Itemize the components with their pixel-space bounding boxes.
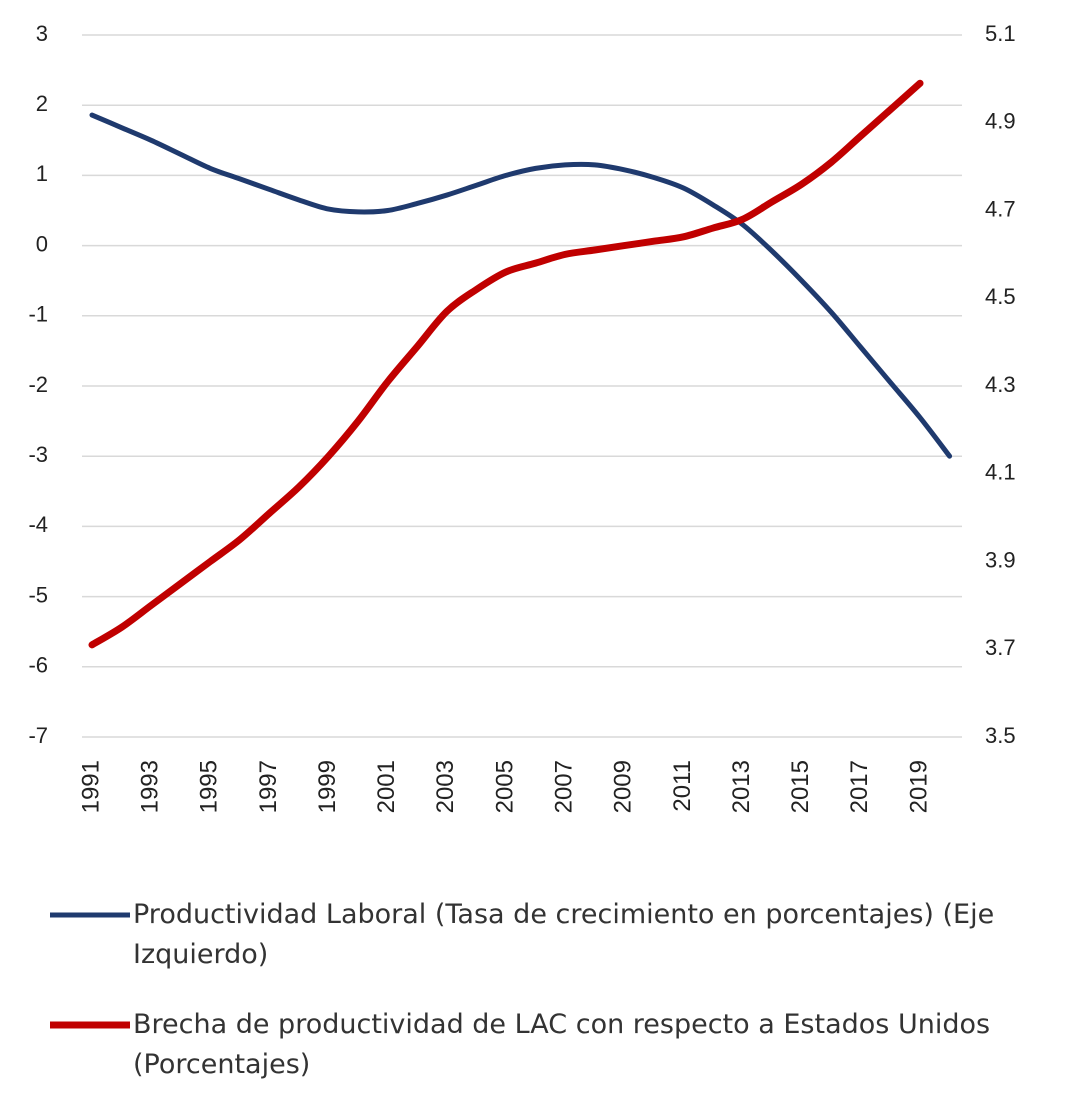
x-tick-label: 2013 [728,760,755,813]
y-tick-label: -4 [28,512,48,537]
x-tick-label: 2001 [373,760,400,813]
y-tick-label: -6 [28,653,48,678]
x-tick-label: 1995 [196,760,223,813]
x-tick-label: 2017 [846,760,873,813]
x-tick-label: 2015 [787,760,814,813]
y2-tick-label: 3.7 [985,635,1016,660]
x-tick-label: 2003 [432,760,459,813]
x-tick-label: 2011 [669,760,696,812]
y-tick-label: 3 [36,21,48,46]
y2-tick-label: 4.1 [985,460,1016,485]
x-tick-label: 2005 [491,760,518,813]
y-tick-label: -5 [28,582,48,607]
y-tick-label: -2 [28,372,48,397]
series-line [89,112,953,459]
x-tick-label: 1997 [255,760,282,813]
x-tick-label: 2009 [610,760,637,813]
y2-tick-label: 4.5 [985,284,1016,309]
y2-tick-label: 4.9 [985,109,1016,134]
x-tick-label: 2007 [551,760,578,813]
x-tick-label: 2019 [905,760,932,813]
y2-tick-label: 5.1 [985,21,1016,46]
x-tick-label: 1991 [77,760,104,813]
y2-tick-label: 4.7 [985,196,1016,221]
y-tick-label: 0 [36,231,48,256]
y-tick-label: -3 [28,442,48,467]
series-line [88,79,924,649]
x-tick-label: 1993 [136,760,163,813]
y-tick-label: -7 [28,723,48,748]
legend-label: Productividad Laboral (Tasa de crecimien… [133,899,995,970]
y2-tick-label: 3.9 [985,547,1016,572]
legend-label: Brecha de productividad de LAC con respe… [133,1009,991,1080]
y2-tick-label: 3.5 [985,723,1016,748]
x-tick-label: 1999 [314,760,341,813]
y-tick-label: 2 [36,91,48,116]
y-tick-label: 1 [36,161,48,186]
y-tick-label: -1 [28,302,48,327]
y2-tick-label: 4.3 [985,372,1016,397]
